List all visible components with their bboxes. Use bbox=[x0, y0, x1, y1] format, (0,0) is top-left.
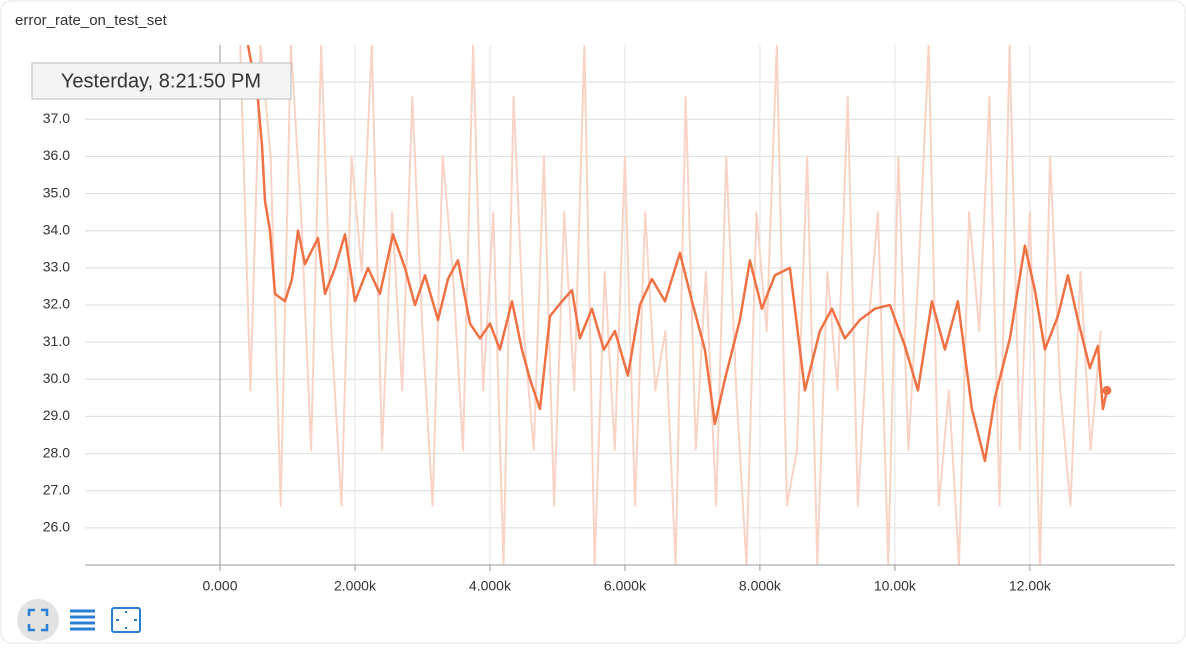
y-tick-label: 34.0 bbox=[43, 221, 70, 237]
x-tick-label: 12.00k bbox=[1009, 578, 1052, 594]
x-tick-label: 10.00k bbox=[874, 578, 917, 594]
y-tick-label: 36.0 bbox=[43, 147, 70, 163]
y-tick-label: 33.0 bbox=[43, 259, 70, 275]
chart-title: error_rate_on_test_set bbox=[15, 12, 168, 29]
x-tick-label: 0.000 bbox=[202, 578, 237, 594]
y-tick-label: 37.0 bbox=[43, 110, 70, 126]
raw-line bbox=[239, 45, 1102, 565]
data-list-button[interactable] bbox=[70, 609, 95, 631]
y-tick-label: 27.0 bbox=[43, 481, 70, 497]
y-tick-label: 30.0 bbox=[43, 370, 70, 386]
fit-domain-button[interactable] bbox=[111, 607, 141, 633]
tooltip-box bbox=[31, 62, 292, 100]
y-tick-label: 32.0 bbox=[43, 296, 70, 312]
tooltip-text: Yesterday, 8:21:50 PM bbox=[61, 70, 261, 92]
smoothed-line bbox=[246, 45, 1109, 463]
tooltip: Yesterday, 8:21:50 PM bbox=[31, 62, 292, 100]
labels: 26.0 27.0 28.0 29.0 30.0 31.0 32.0 33.0 34.0 35.0… bbox=[43, 73, 1052, 594]
y-tick-label: 26.0 bbox=[43, 519, 70, 535]
toolbar bbox=[17, 599, 141, 641]
x-tick-label: 8.000k bbox=[739, 578, 782, 594]
y-tick-label: 28.0 bbox=[43, 444, 70, 460]
x-tick-label: 2.000k bbox=[334, 578, 377, 594]
y-tick-label: 31.0 bbox=[43, 333, 70, 349]
y-tick-label: 29.0 bbox=[43, 407, 70, 423]
last-point bbox=[1102, 385, 1112, 395]
y-tick-label: 35.0 bbox=[43, 184, 70, 200]
expand-button[interactable] bbox=[17, 599, 59, 641]
x-tick-label: 6.000k bbox=[604, 578, 647, 594]
x-tick-label: 4.000k bbox=[469, 578, 512, 594]
plot bbox=[239, 45, 1112, 565]
